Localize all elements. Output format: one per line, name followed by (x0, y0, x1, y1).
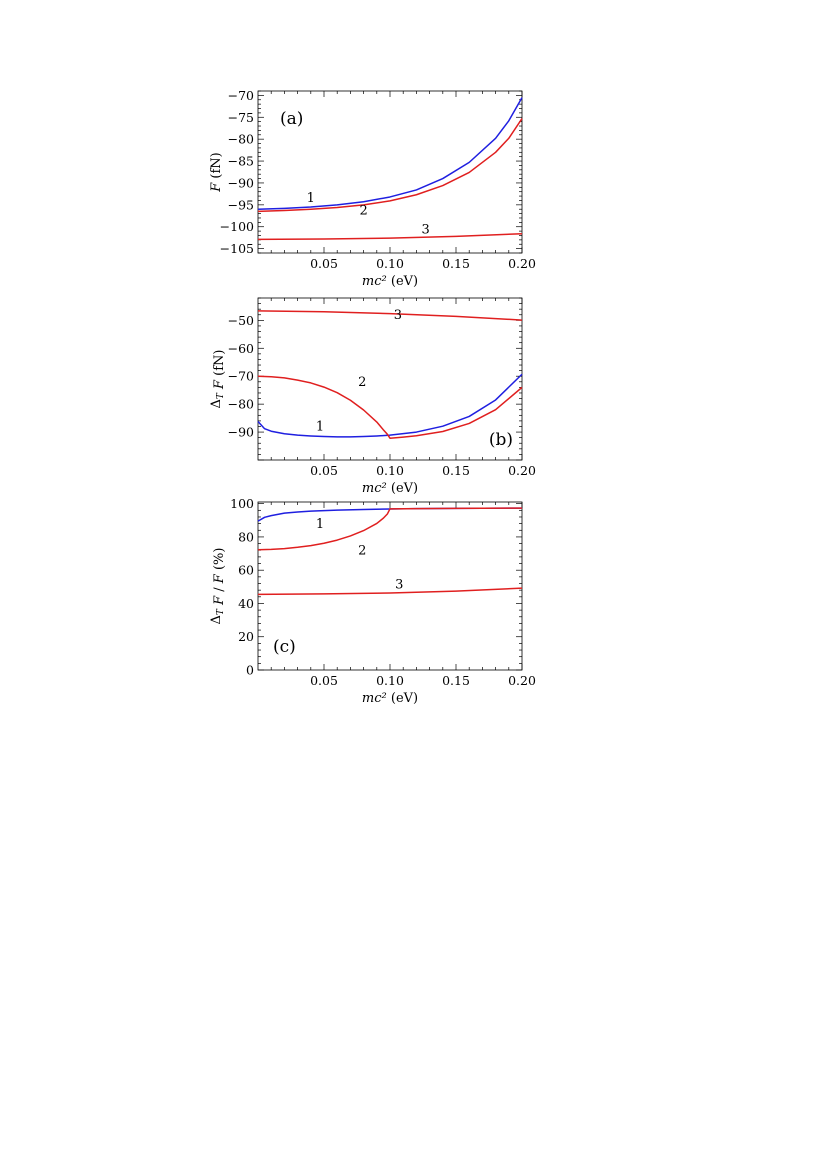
series-line-3 (257, 232, 523, 241)
x-tick-label: 0.10 (376, 256, 404, 271)
x-tick-label: 0.05 (310, 256, 338, 271)
panel-c: 0.05 0.10 0.15 0.20 0 20 40 60 80 100 mc² (eV) ΔT F… (209, 496, 536, 706)
y-tick-label: −105 (220, 241, 254, 256)
series-label-2: 2 (358, 375, 366, 390)
y-tick-label: 20 (238, 629, 254, 644)
panel-label: (c) (273, 637, 296, 657)
y-tick-label: −70 (228, 369, 254, 384)
x-tick-label: 0.05 (310, 463, 338, 478)
y-tick-label: 100 (230, 496, 254, 511)
y-tick-label: 40 (238, 596, 254, 611)
series-line-1 (257, 373, 523, 438)
x-tick-label: 0.05 (310, 673, 338, 688)
y-axis-label: ΔT F / F (%) (209, 548, 227, 625)
x-axis-label: mc² (eV) (362, 691, 418, 706)
y-axis-label: F (fN) (209, 152, 224, 193)
series-label-2: 2 (359, 203, 367, 218)
x-tick-label: 0.15 (442, 256, 470, 271)
x-tick-label: 0.10 (376, 673, 404, 688)
series-line-2 (257, 507, 523, 551)
x-tick-label: 0.20 (508, 463, 536, 478)
y-tick-label: −90 (228, 175, 254, 190)
x-tick-label: 0.15 (442, 463, 470, 478)
series-label-2: 2 (358, 543, 366, 558)
y-tick-label: −100 (220, 219, 254, 234)
y-tick-label: −80 (228, 397, 254, 412)
series-label-3: 3 (395, 577, 403, 592)
x-tick-label: 0.15 (442, 673, 470, 688)
y-tick-label: −90 (228, 425, 254, 440)
y-tick-label: 80 (238, 529, 254, 544)
series-line-3 (257, 310, 523, 321)
y-axis-label: ΔT F (fN) (209, 349, 227, 408)
series-line-2 (257, 375, 523, 439)
series-line-3 (257, 587, 523, 596)
x-tick-label: 0.10 (376, 463, 404, 478)
series-line-1 (257, 97, 523, 210)
panel-label: (b) (489, 430, 513, 450)
series-label-1: 1 (316, 517, 324, 532)
y-tick-label: −60 (228, 341, 254, 356)
y-tick-label: −70 (228, 88, 254, 103)
y-tick-label: −80 (228, 132, 254, 147)
series-label-1: 1 (307, 191, 315, 206)
y-tick-label: −50 (228, 313, 254, 328)
x-axis-label: mc² (eV) (362, 481, 418, 496)
y-tick-label: −75 (228, 110, 254, 125)
x-tick-label: 0.20 (508, 256, 536, 271)
panel-b: 0.05 0.10 0.15 0.20 −90 −80 −70 −60 −50 mc² (eV) Δ… (209, 297, 536, 496)
y-tick-label: 60 (238, 563, 254, 578)
panel-label: (a) (280, 109, 303, 129)
series-label-3: 3 (394, 308, 402, 323)
series-label-3: 3 (421, 222, 429, 237)
x-tick-label: 0.20 (508, 673, 536, 688)
y-tick-label: −85 (228, 154, 254, 169)
series-label-1: 1 (316, 420, 324, 435)
y-tick-label: −95 (228, 197, 254, 212)
plot-frame (257, 501, 523, 671)
panel-a: 0.05 0.10 0.15 0.20 −105 −100 −95 −90 −85 −80 −75 −… (209, 88, 536, 289)
x-axis-label: mc² (eV) (362, 274, 418, 289)
y-tick-label: 0 (246, 663, 254, 678)
series-line-2 (257, 118, 523, 213)
